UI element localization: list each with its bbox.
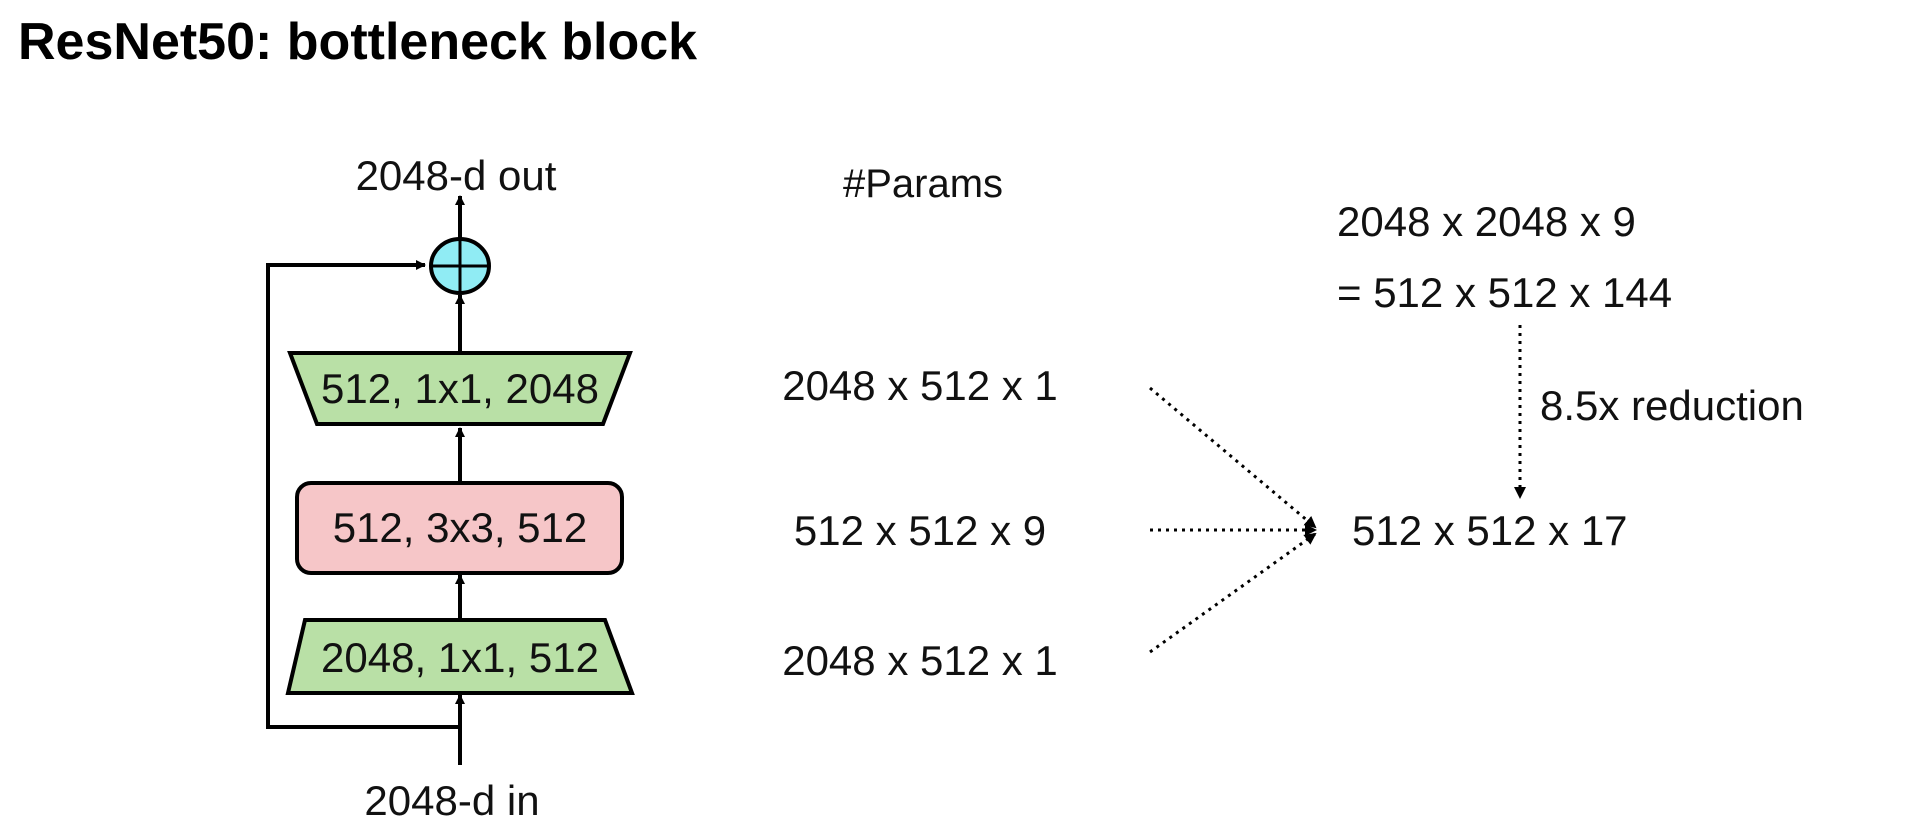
params-header: #Params xyxy=(843,162,1003,206)
layer-conv1x1-reduce xyxy=(285,618,635,695)
params-total: 512 x 512 x 17 xyxy=(1352,507,1628,554)
circle-plus-icon xyxy=(429,237,491,295)
layer-conv3x3-label: 512, 3x3, 512 xyxy=(333,504,588,551)
params-row-expand: 2048 x 512 x 1 xyxy=(782,362,1058,409)
output-label: 2048-d out xyxy=(356,152,557,199)
comparison-line2: = 512 x 512 x 144 xyxy=(1337,269,1672,316)
dotted-arrow-reduce xyxy=(1149,532,1317,654)
params-row-conv3x3: 512 x 512 x 9 xyxy=(794,507,1046,554)
skip-connection xyxy=(266,260,460,729)
reduction-label: 8.5x reduction xyxy=(1540,382,1804,429)
dotted-arrow-expand xyxy=(1149,386,1317,529)
page-title: ResNet50: bottleneck block xyxy=(18,13,698,71)
comparison-line1: 2048 x 2048 x 9 xyxy=(1337,198,1636,245)
input-label: 2048-d in xyxy=(364,777,539,824)
layer-conv1x1-expand xyxy=(287,351,633,426)
layer-conv1x1-expand-label: 512, 1x1, 2048 xyxy=(321,365,599,412)
params-row-reduce: 2048 x 512 x 1 xyxy=(782,637,1058,684)
layer-conv1x1-reduce-label: 2048, 1x1, 512 xyxy=(321,634,599,681)
